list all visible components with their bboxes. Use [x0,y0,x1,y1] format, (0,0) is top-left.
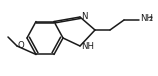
Text: NH: NH [81,42,94,51]
Text: O: O [18,41,24,50]
Text: NH: NH [140,14,153,23]
Text: 2: 2 [149,16,153,22]
Text: N: N [81,12,87,21]
